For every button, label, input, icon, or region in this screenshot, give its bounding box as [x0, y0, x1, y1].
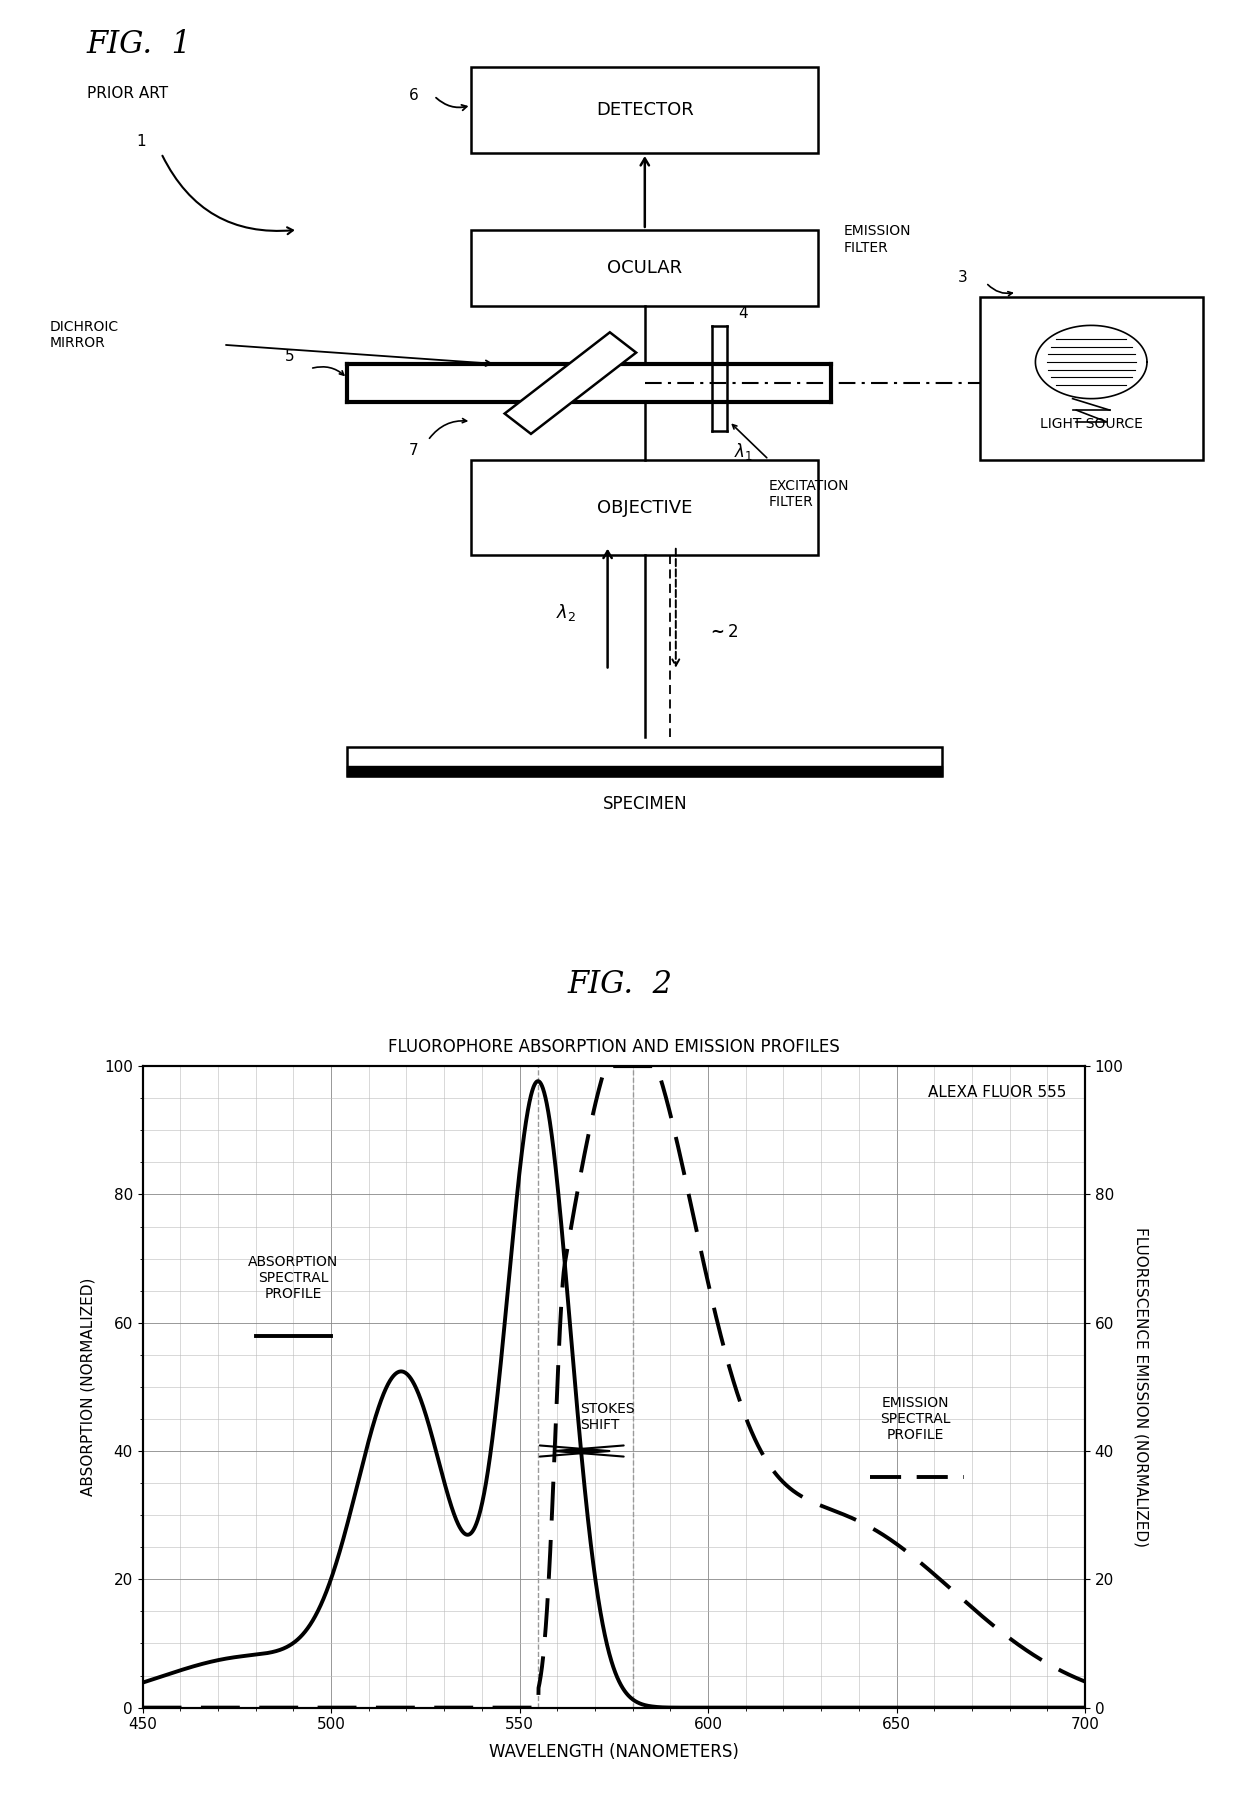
Y-axis label: ABSORPTION (NORMALIZED): ABSORPTION (NORMALIZED): [81, 1278, 95, 1496]
FancyBboxPatch shape: [980, 296, 1203, 459]
Text: ALEXA FLUOR 555: ALEXA FLUOR 555: [928, 1086, 1066, 1100]
Text: $\mathbf{\sim}$2: $\mathbf{\sim}$2: [707, 623, 738, 641]
Y-axis label: FLUORESCENCE EMISSION (NORMALIZED): FLUORESCENCE EMISSION (NORMALIZED): [1133, 1227, 1148, 1547]
Text: 5: 5: [285, 349, 295, 363]
Text: ABSORPTION
SPECTRAL
PROFILE: ABSORPTION SPECTRAL PROFILE: [248, 1254, 339, 1301]
Text: $\lambda_1$: $\lambda_1$: [734, 441, 753, 461]
Text: 4: 4: [738, 305, 748, 322]
Text: 1: 1: [136, 134, 146, 150]
FancyBboxPatch shape: [471, 229, 818, 307]
Text: 7: 7: [409, 443, 419, 457]
Title: FLUOROPHORE ABSORPTION AND EMISSION PROFILES: FLUOROPHORE ABSORPTION AND EMISSION PROF…: [388, 1039, 839, 1057]
FancyBboxPatch shape: [347, 746, 942, 775]
Text: DETECTOR: DETECTOR: [596, 101, 693, 119]
Text: EMISSION
SPECTRAL
PROFILE: EMISSION SPECTRAL PROFILE: [880, 1395, 951, 1442]
Text: EXCITATION
FILTER: EXCITATION FILTER: [769, 479, 849, 510]
Text: FIG.  1: FIG. 1: [87, 29, 192, 60]
Text: STOKES
SHIFT: STOKES SHIFT: [580, 1402, 635, 1431]
FancyBboxPatch shape: [471, 459, 818, 555]
X-axis label: WAVELENGTH (NANOMETERS): WAVELENGTH (NANOMETERS): [489, 1744, 739, 1762]
Text: SPECIMEN: SPECIMEN: [603, 795, 687, 813]
Text: PRIOR ART: PRIOR ART: [87, 87, 167, 101]
Text: OCULAR: OCULAR: [608, 258, 682, 276]
Text: DICHROIC
MIRROR: DICHROIC MIRROR: [50, 320, 119, 351]
FancyBboxPatch shape: [471, 67, 818, 154]
Text: 6: 6: [409, 89, 419, 103]
Text: LIGHT SOURCE: LIGHT SOURCE: [1040, 417, 1142, 432]
Text: FIG.  2: FIG. 2: [568, 969, 672, 1001]
Text: OBJECTIVE: OBJECTIVE: [598, 499, 692, 517]
Text: 3: 3: [957, 271, 967, 286]
Text: $\lambda_2$: $\lambda_2$: [557, 602, 577, 623]
Text: EMISSION
FILTER: EMISSION FILTER: [843, 224, 910, 255]
Polygon shape: [505, 332, 636, 434]
